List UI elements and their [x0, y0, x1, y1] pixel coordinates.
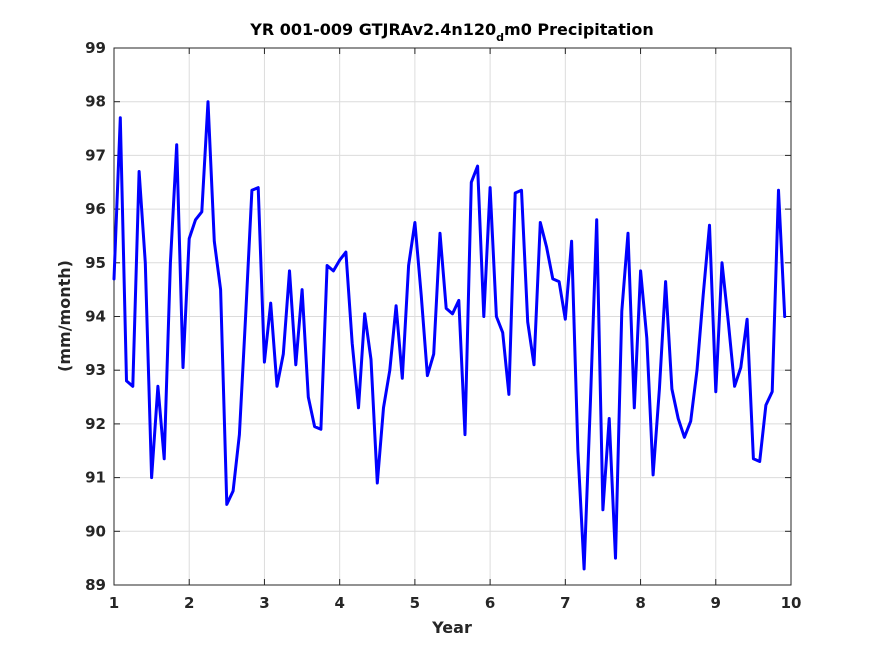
y-tick-label: 98	[85, 93, 106, 111]
x-tick-label: 2	[184, 594, 194, 612]
y-tick-label: 89	[85, 576, 106, 594]
x-tick-label: 8	[635, 594, 645, 612]
x-tick-labels: 1 2 3 4 5 6 7 8 9 10	[109, 594, 802, 612]
x-tick-label: 7	[560, 594, 570, 612]
y-tick-label: 95	[85, 254, 106, 272]
x-tick-label: 9	[711, 594, 721, 612]
chart-title: YR 001-009 GTJRAv2.4n120dm0 Precipitatio…	[249, 20, 654, 44]
y-tick-label: 97	[85, 146, 106, 164]
chart-title-main: YR 001-009 GTJRAv2.4n120	[249, 20, 496, 39]
x-tick-label: 10	[781, 594, 802, 612]
x-axis-label: Year	[431, 618, 472, 637]
y-tick-labels: 89 90 91 92 93 94 95 96 97 98 99	[85, 39, 106, 594]
chart-title-subscript: d	[496, 31, 504, 44]
y-tick-label: 96	[85, 200, 106, 218]
y-axis-label: (mm/month)	[55, 260, 74, 372]
x-tick-label: 5	[410, 594, 420, 612]
x-tick-label: 3	[259, 594, 269, 612]
y-tick-label: 93	[85, 361, 106, 379]
y-tick-label: 92	[85, 415, 106, 433]
series-line	[112, 100, 787, 571]
y-tick-label: 94	[85, 308, 106, 326]
chart-title-suffix: m0 Precipitation	[504, 20, 654, 39]
data-series	[112, 100, 787, 571]
x-tick-label: 6	[485, 594, 495, 612]
y-tick-label: 91	[85, 469, 106, 487]
x-tick-label: 1	[109, 594, 119, 612]
y-tick-label: 99	[85, 39, 106, 57]
x-tick-label: 4	[334, 594, 344, 612]
y-tick-label: 90	[85, 522, 106, 540]
